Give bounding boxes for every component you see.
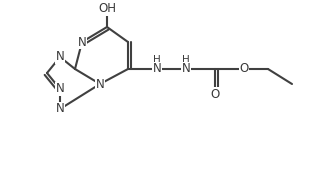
Text: N: N: [152, 62, 161, 76]
Text: H: H: [153, 55, 161, 65]
Text: O: O: [239, 62, 249, 76]
Text: N: N: [55, 50, 64, 64]
Text: O: O: [210, 87, 220, 101]
Text: N: N: [55, 102, 64, 116]
Text: H: H: [182, 55, 190, 65]
Text: N: N: [55, 82, 64, 96]
Text: N: N: [96, 78, 104, 90]
Text: N: N: [78, 36, 86, 48]
Text: OH: OH: [98, 2, 116, 16]
Text: N: N: [182, 62, 191, 76]
